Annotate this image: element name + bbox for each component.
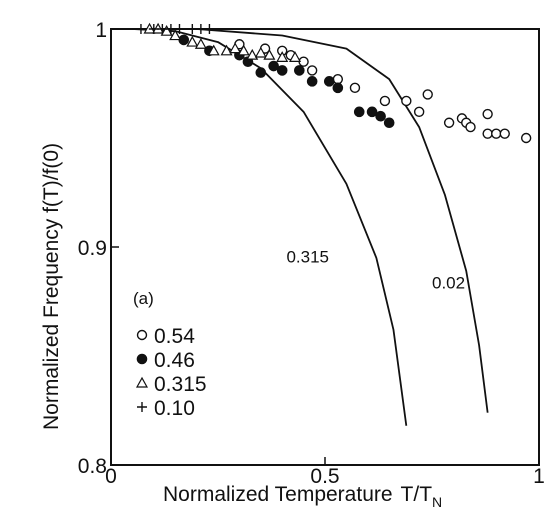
curve-label: 0.315 [286,247,329,266]
y-tick-label: 0.9 [78,237,107,260]
data-point [194,38,207,49]
data-point [136,353,148,365]
data-point [332,82,344,94]
data-point [169,29,182,41]
data-point [276,51,289,62]
data-point [135,376,149,388]
data-point [186,35,199,47]
legend-label: 0.10 [154,397,195,420]
data-point [204,24,215,34]
data-point [306,65,318,76]
data-point [413,106,425,118]
data-point [482,108,493,120]
data-point [220,44,233,56]
data-point [443,117,455,128]
x-tick-label: 0 [105,465,117,488]
data-point [195,24,206,34]
legend-label: 0.46 [154,349,195,372]
curve-label: 0.02 [432,273,465,292]
data-point [465,121,476,133]
data-point [306,76,318,87]
data-point [379,95,391,107]
data-point [353,106,365,118]
data-point [165,24,176,34]
legend-label: 0.54 [154,325,195,348]
data-point [160,24,173,36]
data-point [229,42,242,54]
y-axis: 0.8 0.9 1 [78,19,119,478]
data-point [294,65,305,76]
data-point [482,128,493,139]
data-point [263,48,276,60]
data-point [491,128,502,139]
data-point [383,117,395,129]
y-tick-label: 0.8 [78,455,107,478]
data-point [135,24,146,34]
data-point [375,110,386,122]
data-point [174,24,185,34]
data-markers [135,22,532,144]
data-point [246,48,259,60]
data-point [323,76,335,87]
y-tick-label: 1 [95,19,107,42]
data-point [136,329,148,341]
data-point [237,44,250,56]
x-axis-title: Normalized Temperature T/TN [163,483,442,510]
data-point [332,73,344,85]
data-point [401,95,412,107]
curve-0.315 [132,28,408,426]
data-point [148,24,159,34]
data-point [276,65,288,76]
data-point [187,24,198,34]
y-axis-title: Normalized Frequency f(T)/f(0) [40,143,63,430]
data-point [349,82,361,94]
legend-label: 0.315 [154,373,207,396]
data-point [366,106,378,118]
data-point [289,51,302,62]
data-point [157,24,168,34]
x-tick-label: 1 [533,465,545,488]
data-point [137,402,147,412]
panel-label: (a) [133,289,154,308]
x-axis: 0 0.5 1 [105,457,545,488]
series-0.54 [234,39,532,144]
data-point [254,46,267,58]
x-tick-label: 0.5 [310,465,339,488]
data-point [255,67,267,78]
data-point [268,60,279,72]
data-point [499,128,510,139]
data-point [207,44,220,56]
data-point [520,132,532,144]
data-point [422,89,433,100]
series-0.10 [135,24,215,34]
